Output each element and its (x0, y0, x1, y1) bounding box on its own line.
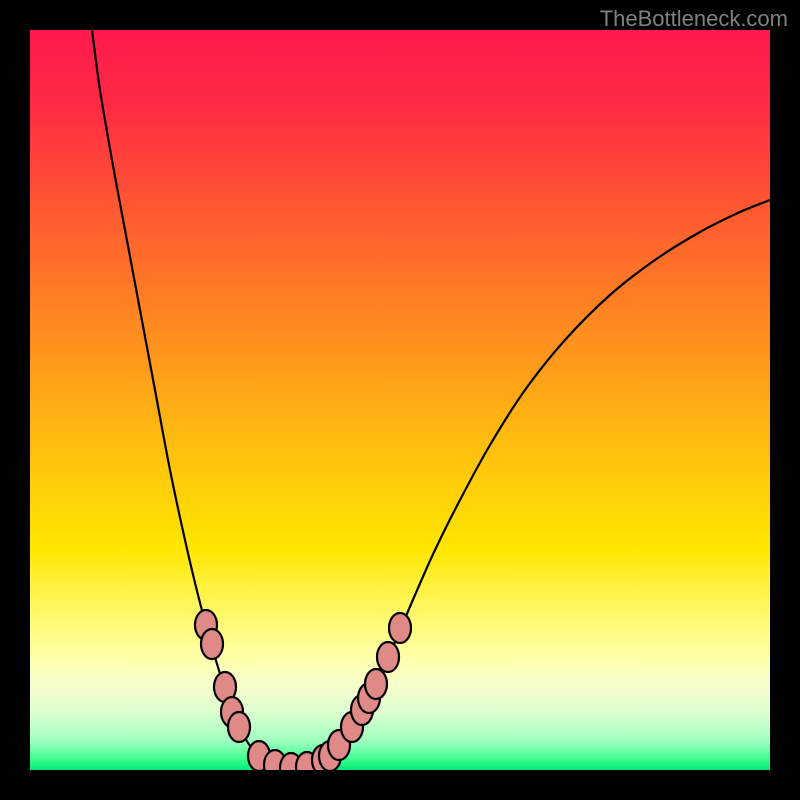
data-marker (365, 669, 387, 699)
data-marker (377, 642, 399, 672)
chart-plot-area (30, 30, 770, 770)
watermark-text: TheBottleneck.com (600, 6, 788, 32)
data-marker (228, 712, 250, 742)
bottleneck-curve (30, 30, 770, 770)
curve-line (92, 30, 770, 769)
data-marker (201, 629, 223, 659)
data-markers (195, 610, 411, 770)
data-marker (389, 613, 411, 643)
